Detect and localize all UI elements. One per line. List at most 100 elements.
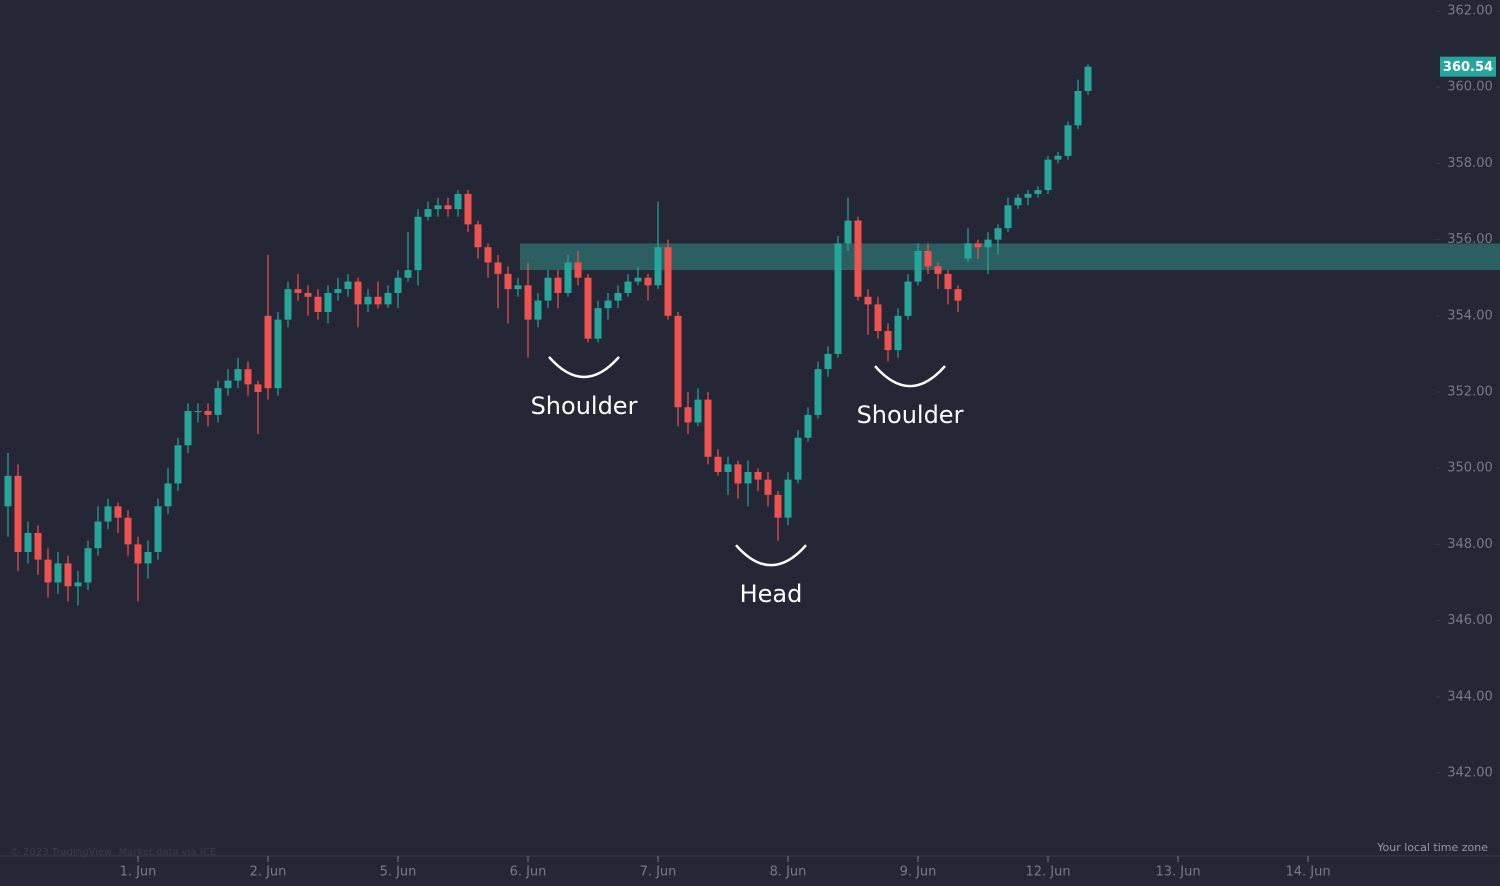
candle-body bbox=[374, 296, 382, 305]
candle-body bbox=[224, 380, 232, 389]
candle-body bbox=[204, 411, 212, 415]
candle-body bbox=[404, 270, 412, 278]
candle-body bbox=[794, 437, 802, 480]
candle-body bbox=[984, 239, 992, 248]
candle-body bbox=[1014, 197, 1022, 206]
candle-body bbox=[784, 479, 792, 518]
candle-body bbox=[964, 243, 972, 259]
candle-body bbox=[104, 506, 112, 522]
resistance-zone bbox=[520, 243, 1500, 271]
y-tick-label: 346.00 bbox=[1447, 613, 1493, 628]
watermark: © 2023 TradingView, Market data via ICE bbox=[10, 847, 216, 858]
candle-body bbox=[644, 277, 652, 286]
candle-body bbox=[484, 247, 492, 263]
candle-body bbox=[664, 247, 672, 316]
candle-body bbox=[914, 251, 922, 282]
candle-body bbox=[954, 289, 962, 301]
candle-body bbox=[324, 292, 332, 312]
x-tick-label: 8. Jun bbox=[770, 865, 807, 880]
candle-body bbox=[934, 266, 942, 274]
candle-body bbox=[774, 494, 782, 518]
candle-body bbox=[184, 411, 192, 446]
y-tick-label: 356.00 bbox=[1447, 232, 1493, 247]
candle-body bbox=[844, 220, 852, 244]
candle-body bbox=[394, 277, 402, 293]
candle-body bbox=[944, 273, 952, 290]
candle-body bbox=[94, 521, 102, 549]
candle-body bbox=[294, 289, 302, 293]
candle-body bbox=[504, 273, 512, 290]
candle-body bbox=[904, 281, 912, 316]
candle-body bbox=[164, 483, 172, 507]
candle-body bbox=[734, 464, 742, 484]
candle-body bbox=[44, 559, 52, 583]
x-tick-label: 12. Jun bbox=[1025, 865, 1070, 880]
x-tick-label: 2. Jun bbox=[250, 865, 287, 880]
candle-body bbox=[864, 296, 872, 305]
x-tick-label: 1. Jun bbox=[120, 865, 157, 880]
candle-body bbox=[384, 292, 392, 305]
candle-body bbox=[824, 353, 832, 370]
y-tick-label: 362.00 bbox=[1447, 4, 1493, 19]
candle-body bbox=[314, 296, 322, 312]
candle-body bbox=[354, 281, 362, 305]
y-tick-label: 360.00 bbox=[1447, 80, 1493, 95]
candle-body bbox=[554, 277, 562, 293]
x-tick-label: 14. Jun bbox=[1285, 865, 1330, 880]
candle-body bbox=[454, 193, 462, 210]
annotation-arc bbox=[735, 544, 807, 567]
x-tick-label: 6. Jun bbox=[510, 865, 547, 880]
y-tick-label: 344.00 bbox=[1447, 689, 1493, 704]
candle-body bbox=[494, 262, 502, 274]
candle-body bbox=[1054, 155, 1062, 160]
candle-body bbox=[124, 517, 132, 545]
candle-body bbox=[334, 289, 342, 293]
candle-body bbox=[444, 205, 452, 210]
candle-body bbox=[974, 243, 982, 248]
candle-body bbox=[624, 281, 632, 293]
candle-body bbox=[614, 292, 622, 301]
annotation-arc bbox=[548, 356, 620, 379]
candle-body bbox=[24, 532, 32, 552]
candle-body bbox=[154, 506, 162, 552]
candle-body bbox=[474, 224, 482, 248]
candle-body bbox=[424, 209, 432, 217]
candle-body bbox=[714, 456, 722, 472]
candle-body bbox=[134, 544, 142, 564]
candle-body bbox=[264, 315, 272, 389]
candle-body bbox=[1004, 205, 1012, 229]
candle-body bbox=[344, 281, 352, 290]
candle-body bbox=[254, 384, 262, 392]
candle-body bbox=[764, 479, 772, 495]
candle-body bbox=[14, 475, 22, 552]
candle-body bbox=[804, 414, 812, 438]
candle-body bbox=[194, 411, 202, 413]
candle-body bbox=[684, 407, 692, 423]
x-tick-label: 13. Jun bbox=[1155, 865, 1200, 880]
candle-body bbox=[1084, 66, 1092, 92]
y-tick-label: 348.00 bbox=[1447, 537, 1493, 552]
candle-body bbox=[364, 296, 372, 305]
candle-body bbox=[884, 331, 892, 351]
y-tick-label: 352.00 bbox=[1447, 385, 1493, 400]
y-tick-label: 350.00 bbox=[1447, 461, 1493, 476]
candle-body bbox=[744, 472, 752, 484]
candle-body bbox=[854, 220, 862, 297]
candle-body bbox=[894, 315, 902, 351]
x-tick-label: 7. Jun bbox=[640, 865, 677, 880]
candle-body bbox=[64, 563, 72, 587]
candle-body bbox=[564, 262, 572, 293]
candle-body bbox=[1024, 193, 1032, 198]
candle-body bbox=[604, 300, 612, 309]
candle-body bbox=[534, 300, 542, 320]
candle-body bbox=[674, 315, 682, 408]
candle-body bbox=[244, 369, 252, 385]
candle-body bbox=[464, 193, 472, 225]
candle-body bbox=[74, 582, 82, 587]
candle-body bbox=[174, 445, 182, 484]
candle-body bbox=[234, 369, 242, 381]
y-tick-label: 354.00 bbox=[1447, 308, 1493, 323]
candle-body bbox=[814, 369, 822, 415]
